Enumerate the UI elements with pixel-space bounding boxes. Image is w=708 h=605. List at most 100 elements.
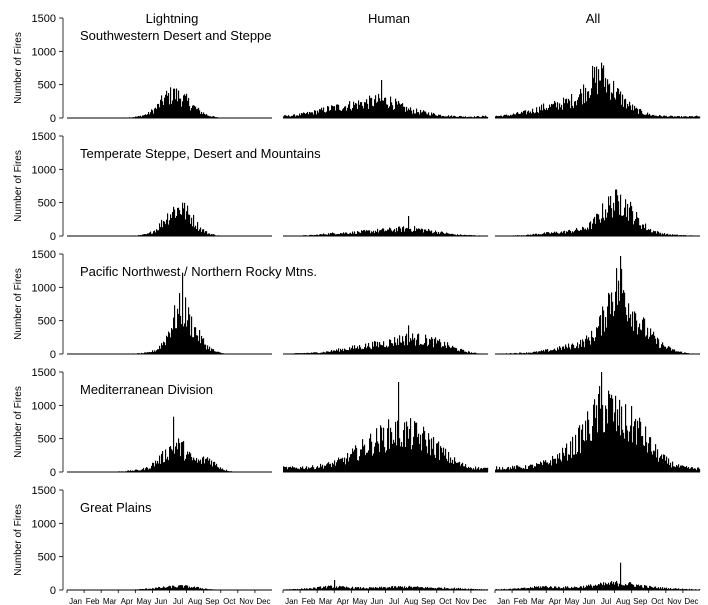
bar bbox=[609, 205, 611, 236]
bar bbox=[641, 330, 643, 354]
bar bbox=[531, 235, 533, 236]
bar bbox=[550, 106, 552, 118]
bar bbox=[415, 586, 417, 590]
bar bbox=[206, 458, 208, 472]
bar bbox=[395, 342, 397, 354]
bar bbox=[557, 347, 559, 354]
bar bbox=[193, 337, 195, 354]
x-tick-label: Sep bbox=[205, 597, 220, 605]
bar bbox=[320, 463, 322, 472]
bar bbox=[557, 102, 559, 118]
bar bbox=[194, 459, 196, 472]
bar bbox=[407, 588, 409, 590]
bar bbox=[350, 109, 352, 118]
bar bbox=[526, 352, 528, 354]
bar bbox=[310, 234, 312, 236]
bar bbox=[632, 442, 634, 472]
bar bbox=[366, 452, 368, 472]
y-tick-label: 1500 bbox=[32, 131, 56, 143]
bar bbox=[355, 103, 357, 118]
bar bbox=[611, 394, 613, 472]
bar bbox=[127, 470, 129, 472]
bar bbox=[509, 353, 511, 354]
bar bbox=[371, 97, 373, 118]
bar bbox=[544, 351, 546, 354]
bar bbox=[422, 587, 424, 590]
bar bbox=[684, 589, 686, 590]
bar bbox=[207, 345, 209, 354]
bar bbox=[513, 353, 515, 354]
bar bbox=[571, 94, 573, 118]
bar bbox=[389, 227, 391, 236]
bar bbox=[643, 317, 645, 354]
bar bbox=[620, 562, 622, 590]
bar bbox=[456, 235, 458, 236]
bar bbox=[464, 234, 466, 236]
bar bbox=[449, 462, 451, 472]
bar bbox=[416, 108, 418, 118]
bar bbox=[314, 587, 316, 590]
bar bbox=[582, 339, 584, 354]
bar bbox=[147, 233, 149, 236]
bar bbox=[176, 442, 178, 472]
bar bbox=[291, 353, 293, 354]
bar bbox=[506, 468, 508, 472]
bar bbox=[398, 100, 400, 118]
bar bbox=[400, 446, 402, 472]
bar bbox=[531, 352, 533, 354]
bar bbox=[307, 111, 309, 118]
bar bbox=[554, 231, 556, 236]
bar bbox=[599, 316, 601, 354]
bar bbox=[595, 82, 597, 118]
bar bbox=[364, 347, 366, 354]
bar bbox=[424, 229, 426, 236]
bar bbox=[290, 466, 292, 472]
bar bbox=[481, 589, 483, 590]
bar bbox=[689, 468, 691, 472]
bar bbox=[203, 456, 205, 472]
bar bbox=[435, 230, 437, 236]
bar bbox=[217, 351, 219, 354]
bar bbox=[654, 335, 656, 354]
bar bbox=[189, 106, 191, 118]
bar bbox=[326, 111, 328, 118]
bar bbox=[645, 114, 647, 118]
panel-all bbox=[495, 372, 701, 473]
bar bbox=[614, 210, 616, 236]
bar bbox=[558, 109, 560, 118]
bar bbox=[386, 104, 388, 118]
bar bbox=[524, 352, 526, 354]
bar bbox=[501, 469, 503, 472]
bar bbox=[148, 233, 150, 236]
bar bbox=[682, 588, 684, 590]
bar bbox=[412, 113, 414, 118]
bar bbox=[330, 463, 332, 472]
bar bbox=[524, 110, 526, 118]
bar bbox=[406, 333, 408, 354]
bar bbox=[690, 116, 692, 118]
bar bbox=[590, 344, 592, 354]
bar bbox=[394, 108, 396, 118]
bar bbox=[476, 469, 478, 472]
bar bbox=[693, 469, 695, 472]
bar bbox=[608, 582, 610, 590]
bar bbox=[471, 116, 473, 118]
bar bbox=[387, 428, 389, 472]
bar bbox=[592, 223, 594, 236]
bar bbox=[477, 353, 479, 354]
bar bbox=[473, 352, 475, 354]
bar bbox=[528, 110, 530, 118]
bar bbox=[622, 585, 624, 590]
bar bbox=[307, 352, 309, 354]
bar bbox=[692, 116, 694, 118]
bar bbox=[672, 349, 674, 354]
bar bbox=[671, 589, 673, 590]
bar bbox=[688, 116, 690, 118]
bar bbox=[380, 587, 382, 590]
bar bbox=[191, 587, 193, 590]
bar bbox=[180, 456, 182, 472]
bar bbox=[381, 427, 383, 472]
bar bbox=[404, 231, 406, 236]
bar bbox=[164, 461, 166, 472]
bar bbox=[152, 462, 154, 472]
